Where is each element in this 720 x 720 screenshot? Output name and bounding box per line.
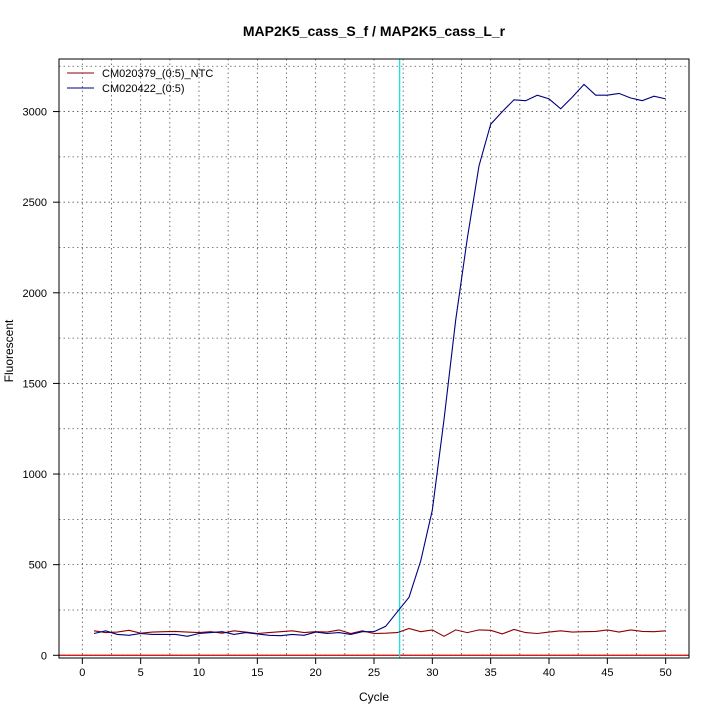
series-line-2 <box>93 83 666 637</box>
legend-label-2: CM020422_(0:5) <box>102 83 185 95</box>
grid <box>59 59 689 658</box>
x-tick-label: 45 <box>601 667 613 679</box>
x-tick-label: 40 <box>543 667 555 679</box>
series-line-1 <box>93 627 666 637</box>
y-tick-label: 2000 <box>23 288 47 300</box>
x-axis-label: Cycle <box>359 690 389 704</box>
x-tick-label: 10 <box>193 667 205 679</box>
threshold-layer <box>59 59 689 658</box>
x-tick-label: 5 <box>138 667 144 679</box>
y-axis-label: Fluorescent <box>2 319 16 382</box>
legend: CM020379_(0:5)_NTC CM020422_(0:5) <box>67 68 213 95</box>
y-tick-label: 1500 <box>23 378 47 390</box>
y-tick-label: 1000 <box>23 469 47 481</box>
y-axis: 0 500 1000 1500 2000 2500 3000 <box>23 107 59 662</box>
x-axis: 0 5 10 15 20 25 30 35 40 45 50 <box>79 658 672 679</box>
x-tick-label: 0 <box>79 667 85 679</box>
y-tick-label: 0 <box>41 650 47 662</box>
legend-label-1: CM020379_(0:5)_NTC <box>102 68 213 80</box>
x-tick-label: 50 <box>660 667 672 679</box>
y-tick-label: 500 <box>29 560 47 572</box>
x-tick-label: 30 <box>426 667 438 679</box>
x-tick-label: 15 <box>251 667 263 679</box>
y-tick-label: 2500 <box>23 197 47 209</box>
series-layer <box>93 83 666 637</box>
chart-title: MAP2K5_cass_S_f / MAP2K5_cass_L_r <box>243 23 506 39</box>
x-tick-label: 35 <box>485 667 497 679</box>
y-tick-label: 3000 <box>23 107 47 119</box>
x-tick-label: 25 <box>368 667 380 679</box>
x-tick-label: 20 <box>310 667 322 679</box>
